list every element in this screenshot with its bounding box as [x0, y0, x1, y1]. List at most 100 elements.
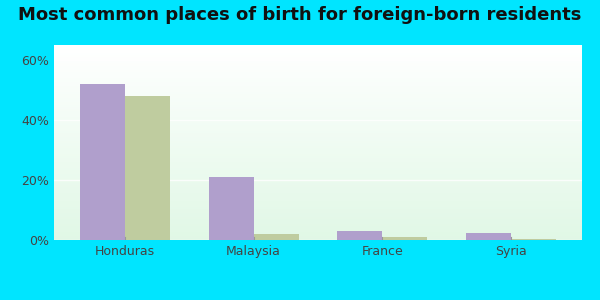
Bar — [54, 136, 582, 139]
Bar — [54, 156, 582, 158]
Bar — [54, 107, 582, 109]
Bar — [54, 172, 582, 174]
Bar — [54, 191, 582, 193]
Bar — [382, 237, 427, 240]
Bar — [54, 140, 582, 142]
Bar — [54, 178, 582, 179]
Bar — [54, 111, 582, 113]
Bar — [54, 203, 582, 205]
Bar — [54, 146, 582, 148]
Bar — [54, 174, 582, 176]
Bar — [54, 179, 582, 182]
Bar — [54, 201, 582, 203]
Bar — [54, 92, 582, 94]
Bar — [54, 51, 582, 53]
Bar — [54, 90, 582, 92]
Bar — [54, 129, 582, 131]
Bar — [209, 177, 254, 240]
Bar — [54, 117, 582, 119]
Bar — [54, 78, 582, 80]
Bar — [54, 168, 582, 170]
Bar — [54, 57, 582, 59]
Bar — [54, 213, 582, 215]
Bar — [54, 166, 582, 168]
Bar — [54, 70, 582, 72]
Bar — [54, 62, 582, 64]
Bar — [54, 101, 582, 103]
Bar — [54, 115, 582, 117]
Bar — [54, 148, 582, 150]
Bar — [54, 220, 582, 223]
Bar — [54, 84, 582, 86]
Bar — [54, 185, 582, 187]
Bar — [54, 162, 582, 164]
Bar — [54, 125, 582, 127]
Bar — [54, 164, 582, 166]
Bar — [54, 133, 582, 135]
Bar — [54, 238, 582, 240]
Bar — [54, 82, 582, 84]
Bar — [54, 197, 582, 199]
Bar — [54, 234, 582, 236]
Bar — [54, 109, 582, 111]
Bar — [54, 211, 582, 213]
Bar — [54, 205, 582, 207]
Bar — [54, 88, 582, 90]
Bar — [54, 154, 582, 156]
Bar — [54, 182, 582, 183]
Bar — [54, 189, 582, 191]
Bar — [54, 72, 582, 74]
Bar — [54, 217, 582, 218]
Bar — [511, 238, 556, 240]
Bar — [54, 187, 582, 189]
Bar — [54, 218, 582, 220]
Bar — [54, 224, 582, 226]
Bar — [54, 131, 582, 133]
Bar — [54, 55, 582, 57]
Text: Most common places of birth for foreign-born residents: Most common places of birth for foreign-… — [19, 6, 581, 24]
Bar — [54, 61, 582, 62]
Bar — [54, 47, 582, 49]
Bar — [54, 209, 582, 211]
Bar — [54, 121, 582, 123]
Bar — [337, 231, 382, 240]
Bar — [54, 64, 582, 66]
Bar — [54, 66, 582, 68]
Bar — [54, 80, 582, 82]
Bar — [125, 96, 170, 240]
Bar — [254, 234, 299, 240]
Bar — [54, 215, 582, 217]
Bar — [54, 176, 582, 178]
Bar — [54, 68, 582, 70]
Bar — [54, 103, 582, 105]
Bar — [54, 113, 582, 115]
Bar — [54, 236, 582, 238]
Bar — [54, 144, 582, 146]
Bar — [54, 94, 582, 96]
Bar — [54, 170, 582, 172]
Bar — [54, 96, 582, 98]
Bar — [54, 232, 582, 234]
Bar — [54, 86, 582, 88]
Bar — [54, 98, 582, 100]
Bar — [54, 226, 582, 228]
Bar — [54, 150, 582, 152]
Bar — [54, 152, 582, 154]
Bar — [54, 76, 582, 78]
Bar — [54, 127, 582, 129]
Bar — [54, 158, 582, 160]
Bar — [54, 119, 582, 121]
Bar — [54, 160, 582, 162]
Bar — [54, 228, 582, 230]
Bar — [54, 53, 582, 55]
Bar — [54, 74, 582, 76]
Bar — [54, 100, 582, 101]
Bar — [54, 222, 582, 224]
Bar — [54, 230, 582, 232]
Bar — [54, 207, 582, 209]
Bar — [54, 135, 582, 137]
Bar — [54, 142, 582, 144]
Bar — [54, 45, 582, 47]
Bar — [54, 58, 582, 61]
Bar — [54, 195, 582, 197]
